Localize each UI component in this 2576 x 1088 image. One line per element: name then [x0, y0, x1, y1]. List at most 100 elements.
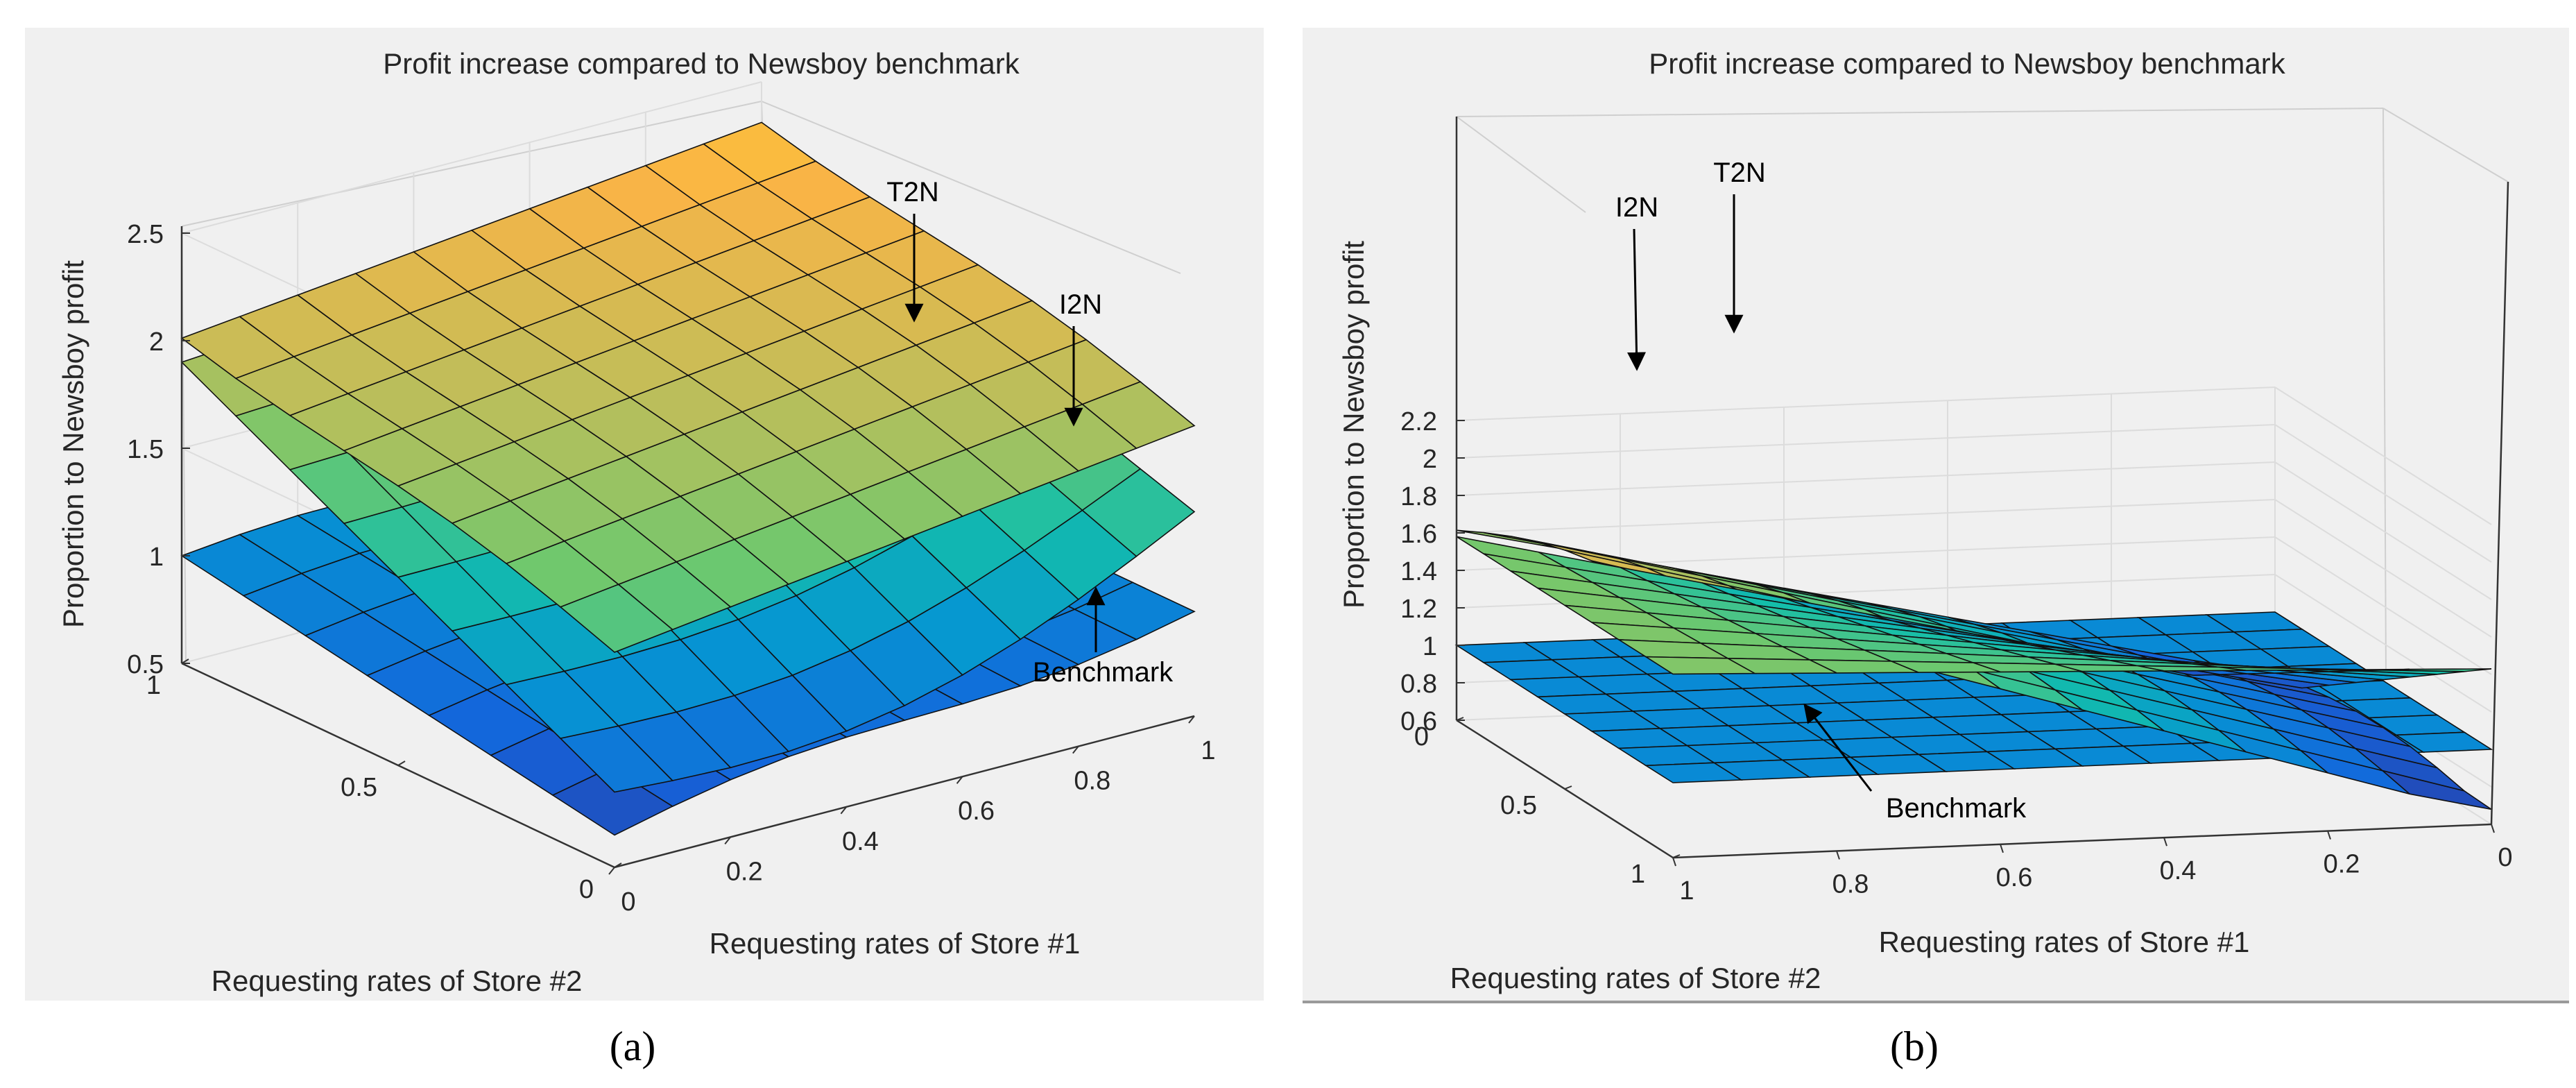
- panel-b-z-tick-label: 1.2: [1400, 595, 1437, 624]
- panel-b-x-tick-mark: [2163, 837, 2167, 847]
- panel-b-gridline: [1456, 499, 2276, 534]
- panel-a-x-tick-label: 0: [621, 887, 635, 917]
- panel-a-surfaces: [180, 121, 1196, 836]
- panel-b-gridline: [2274, 499, 2492, 638]
- panel-b-gridline: [2274, 386, 2492, 525]
- panel-b-z-tick-label: 0.6: [1400, 707, 1437, 736]
- panel-a-x-tick-mark: [956, 776, 963, 784]
- panel-a-z-tick-label: 1.5: [127, 435, 164, 464]
- annotation-benchmark-b-arrow: [1803, 703, 1873, 792]
- panel-a-x-tick-mark: [1188, 715, 1195, 724]
- panel-a-x-tick-mark: [840, 806, 848, 815]
- panel-a-z-ticks: 0.5 1 1.5 2 2.5: [127, 220, 190, 679]
- panel-b-x-tick-mark: [2327, 831, 2331, 840]
- panel-b-z-tick-label: 1.4: [1400, 557, 1437, 586]
- panel-b-gridline: [1456, 461, 2276, 496]
- panel-a-y-tick-mark: [181, 658, 189, 664]
- panel-b-x-tick-label: 1: [1679, 876, 1694, 906]
- panel-a-ylabel: Requesting rates of Store #2: [212, 964, 583, 997]
- panel-b-zlabel: Proportion to Newsboy profit: [1337, 241, 1370, 609]
- panel-a-caption: (a): [610, 1023, 656, 1069]
- panel-a-x-tick-label: 0.2: [726, 857, 763, 886]
- panel-b-gridline: [2274, 574, 2492, 713]
- panel-b-y-tick-label: 0: [1414, 722, 1429, 751]
- panel-b-gridline: [2274, 424, 2492, 563]
- panel-a-annotations: T2N I2N Benchmark: [886, 177, 1174, 688]
- panel-b-ylabel: Requesting rates of Store #2: [1450, 962, 1821, 994]
- panel-a-z-tick-label: 1: [149, 543, 164, 572]
- panel-b-z-tick-label: 1: [1423, 632, 1437, 661]
- panel-b-x-ticks: 1 0.8 0.6 0.4 0.2 0: [1672, 824, 2513, 906]
- panel-a: 0.511.522.5 00.20.40.60.81 00.51 Profit …: [25, 28, 1264, 1069]
- panel-b: 0.6 0.8 1 1.2 1.4 1.6 1.8 2 2.2 1 0.8 0.6 0.4 0.2 0 0…: [1303, 28, 2569, 1069]
- panel-b-xlabel: Requesting rates of Store #1: [1879, 926, 2250, 958]
- panel-a-xlabel: Requesting rates of Store #1: [710, 927, 1081, 960]
- panel-b-x-tick-label: 0.6: [1996, 863, 2033, 892]
- panel-a-y-tick-label: 1: [146, 671, 161, 700]
- panel-b-z-tick-label: 2.2: [1400, 407, 1437, 436]
- surface-t2n-a: [180, 121, 1196, 653]
- panel-b-x-tick-label: 0.4: [2160, 856, 2197, 885]
- panel-a-x-ticks: 0 0.2 0.4 0.6 0.8 1: [608, 715, 1216, 917]
- panel-a-gridline: [181, 81, 762, 234]
- panel-b-z-tick-label: 2: [1423, 445, 1437, 474]
- panel-b-gridline: [1456, 424, 2276, 459]
- panel-a-z-tick-label: 0.5: [127, 650, 164, 679]
- panel-b-caption: (b): [1890, 1023, 1939, 1069]
- panel-a-y-tick-label: 0: [579, 875, 594, 904]
- panel-b-y-ticks: 00.51: [1414, 717, 1681, 889]
- panel-b-z-tick-label: 1.8: [1400, 482, 1437, 511]
- panel-a-title: Profit increase compared to Newsboy benc…: [383, 47, 1020, 80]
- panel-b-gridline: [2274, 461, 2492, 600]
- panel-a-x-tick-label: 0.8: [1074, 767, 1110, 796]
- panel-a-y-tick-mark: [614, 862, 622, 868]
- surface-i2n-b: [1456, 536, 2492, 689]
- panel-a-x-tick-label: 0.6: [958, 797, 995, 826]
- panel-a-x-tick-mark: [1072, 745, 1079, 754]
- panel-b-z-ticks: 0.6 0.8 1 1.2 1.4 1.6 1.8 2 2.2: [1400, 407, 1465, 736]
- panel-a-x-tick-mark: [724, 836, 731, 845]
- panel-b-x-tick-label: 0.2: [2324, 850, 2360, 879]
- panel-b-y-tick-label: 0.5: [1500, 791, 1537, 820]
- panel-b-y-tick-mark: [1456, 717, 1464, 721]
- surface-i2n-b-cell: [1644, 656, 1758, 675]
- panel-b-gridline: [1456, 386, 2276, 421]
- panel-a-y-tick-label: 0.5: [341, 773, 377, 802]
- panel-a-x-tick-mark: [608, 867, 615, 875]
- annotation-benchmark: Benchmark: [1033, 657, 1174, 688]
- surface-benchmark-b-cell: [1644, 762, 1743, 783]
- panel-b-surfaces: [1454, 529, 2493, 810]
- annotation-t2n-b: T2N: [1713, 158, 1766, 188]
- panel-a-y-ticks: 00.51: [146, 658, 622, 904]
- surface-t2n-a-cell: [180, 316, 295, 380]
- panel-b-x-tick-label: 0: [2498, 843, 2512, 872]
- surface-benchmark-a-cell: [180, 534, 303, 597]
- panel-b-x-tick-mark: [1672, 857, 1676, 867]
- panel-b-annotations: I2N T2N Benchmark: [1615, 158, 2027, 824]
- panel-a-zlabel: Proportion to Newsboy profit: [57, 260, 89, 628]
- panel-a-x-tick-label: 1: [1201, 736, 1215, 765]
- annotation-i2n-b-arrow: [1627, 228, 1647, 371]
- panel-b-background: [1303, 28, 2569, 1001]
- panel-b-axis-lines: [1455, 117, 2509, 859]
- panel-a-x-tick-label: 0.4: [842, 827, 879, 856]
- panel-b-z-tick-label: 1.6: [1400, 520, 1437, 549]
- annotation-benchmark-b: Benchmark: [1886, 793, 2027, 824]
- panel-a-z-tick-label: 2.5: [127, 220, 164, 249]
- panel-b-axes-box: [1456, 108, 2509, 675]
- annotation-t2n: T2N: [886, 177, 939, 207]
- panel-b-y-tick-label: 1: [1631, 860, 1645, 889]
- panel-b-x-tick-label: 0.8: [1832, 869, 1869, 899]
- panel-b-x-tick-mark: [2000, 844, 2004, 853]
- panel-b-x-tick-mark: [2491, 824, 2495, 833]
- panel-b-x-tick-mark: [1836, 851, 1840, 860]
- panel-a-y-tick-mark: [397, 760, 406, 766]
- panel-b-y-tick-mark: [1564, 785, 1572, 790]
- annotation-i2n-b: I2N: [1615, 192, 1658, 223]
- panel-b-bottom-rule: [1303, 1001, 2569, 1003]
- panel-b-gridline: [2274, 536, 2492, 675]
- panel-b-z-tick-label: 0.8: [1400, 670, 1437, 699]
- panel-b-y-tick-mark: [1672, 854, 1681, 858]
- panel-b-title: Profit increase compared to Newsboy benc…: [1649, 47, 2285, 80]
